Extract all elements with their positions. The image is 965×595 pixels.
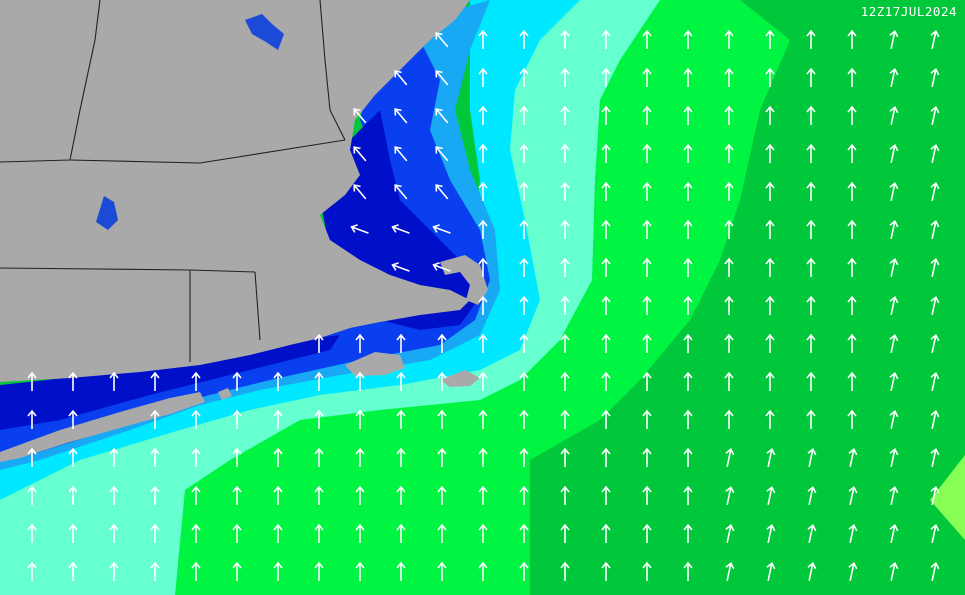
ocean-aquamarine-band bbox=[0, 0, 660, 595]
lake-winnipesaukee bbox=[245, 14, 284, 50]
land-cape-cod bbox=[440, 255, 488, 305]
land-block-island bbox=[218, 388, 232, 400]
ocean-cyan-band bbox=[0, 0, 580, 500]
ocean-yellow-green-patch bbox=[930, 455, 965, 540]
ocean-blue-band bbox=[0, 40, 490, 460]
land-long-island bbox=[0, 392, 205, 462]
state-borders bbox=[0, 0, 346, 362]
land-mainland bbox=[0, 0, 470, 382]
land-marthas-vineyard bbox=[345, 352, 405, 376]
lake-quabbin bbox=[96, 196, 118, 230]
ocean-deep-navy-sound bbox=[0, 335, 340, 430]
land-nantucket bbox=[440, 370, 480, 387]
timestamp-label: 12Z17JUL2024 bbox=[860, 4, 957, 19]
